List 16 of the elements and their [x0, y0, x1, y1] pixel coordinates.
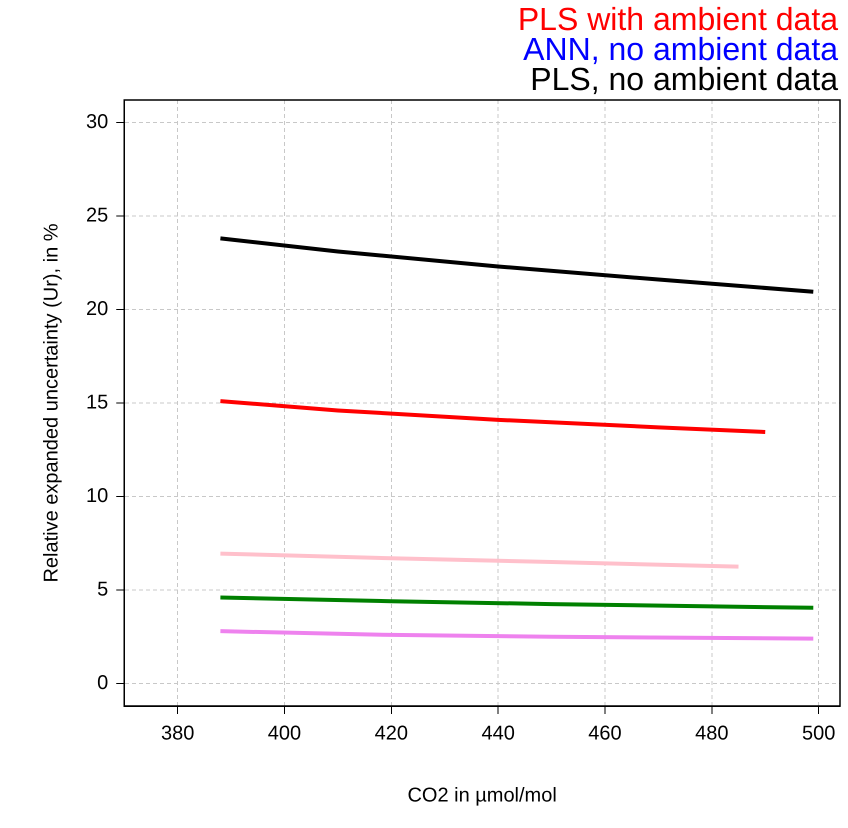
- x-tick-label: 380: [160, 722, 194, 745]
- x-tick-label: 460: [588, 722, 622, 745]
- y-axis-title: Relative expanded uncertainty (Ur), in %: [40, 223, 63, 583]
- x-tick-label: 500: [802, 722, 836, 745]
- y-tick-label: 15: [86, 392, 108, 414]
- x-tick-label: 440: [481, 722, 515, 745]
- y-tick-label: 30: [86, 110, 108, 133]
- y-tick-label: 25: [86, 204, 108, 226]
- x-tick-label: 420: [374, 722, 408, 745]
- y-tick-label: 0: [97, 672, 108, 694]
- y-tick-label: 10: [86, 485, 108, 508]
- y-tick-label: 5: [97, 578, 108, 601]
- x-axis-title: CO2 in µmol/mol: [407, 784, 557, 807]
- x-tick-label: 480: [695, 722, 728, 745]
- y-tick-label: 20: [86, 298, 108, 320]
- x-tick-label: 400: [268, 722, 302, 745]
